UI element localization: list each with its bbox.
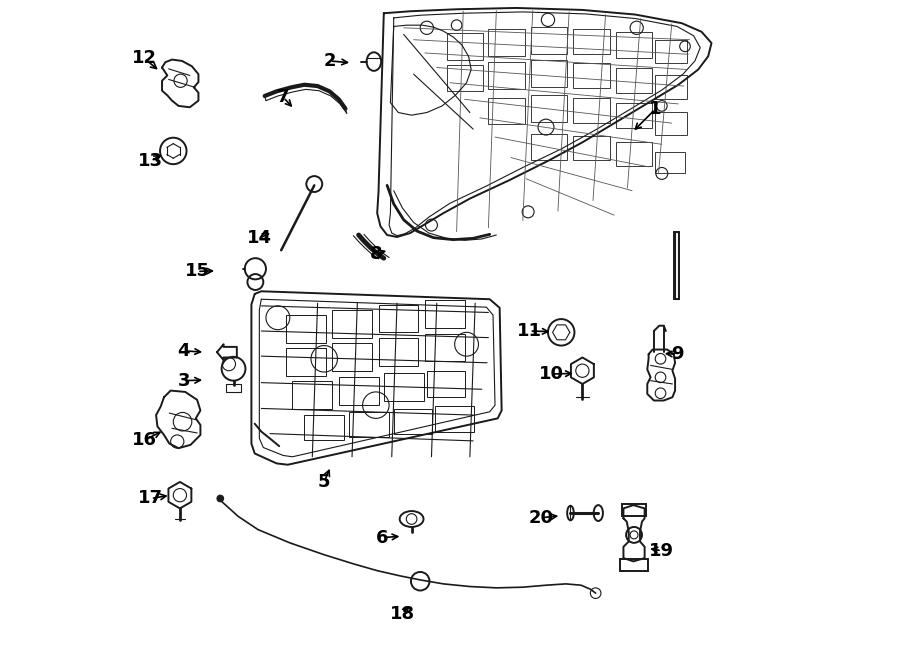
Bar	[379, 338, 418, 366]
Text: 3: 3	[177, 371, 190, 390]
Bar	[573, 29, 609, 54]
Text: 8: 8	[370, 244, 382, 263]
Bar	[616, 68, 652, 93]
Bar	[332, 343, 372, 371]
Text: 1: 1	[649, 100, 662, 118]
Text: 4: 4	[177, 342, 190, 360]
Text: 12: 12	[131, 49, 157, 68]
Bar	[286, 315, 326, 343]
Bar	[655, 75, 687, 99]
Text: 7: 7	[277, 88, 290, 107]
Bar	[622, 504, 646, 516]
Bar	[489, 98, 525, 124]
Bar	[531, 134, 567, 160]
Bar	[489, 29, 525, 56]
Bar	[332, 310, 372, 338]
Bar	[531, 27, 567, 54]
Circle shape	[217, 495, 223, 502]
Text: 11: 11	[517, 322, 542, 340]
Bar	[425, 300, 464, 328]
Text: 10: 10	[539, 365, 563, 383]
Bar	[427, 371, 465, 397]
Bar	[349, 412, 389, 437]
Text: 15: 15	[184, 262, 210, 281]
Text: 9: 9	[670, 345, 683, 363]
Bar	[655, 112, 687, 135]
Text: 18: 18	[390, 604, 415, 623]
Text: 5: 5	[318, 473, 330, 491]
Text: 6: 6	[376, 528, 389, 547]
Bar	[383, 373, 424, 401]
Text: 2: 2	[323, 52, 336, 70]
Bar	[620, 559, 648, 571]
Bar	[425, 334, 464, 361]
Text: 20: 20	[529, 508, 554, 527]
Bar	[286, 348, 326, 376]
Bar	[573, 136, 609, 160]
Bar	[436, 406, 473, 432]
Text: 16: 16	[131, 431, 157, 449]
Bar	[531, 60, 567, 87]
Bar	[616, 142, 652, 166]
Bar	[616, 32, 652, 58]
Bar	[573, 63, 609, 88]
Bar	[226, 384, 241, 392]
Text: 17: 17	[139, 489, 163, 508]
Text: 13: 13	[139, 152, 163, 170]
Text: 14: 14	[247, 229, 272, 248]
Bar	[379, 305, 418, 332]
Bar	[616, 103, 652, 128]
Bar	[304, 415, 344, 440]
Bar	[446, 33, 483, 60]
Bar	[573, 98, 609, 123]
Bar	[393, 409, 432, 434]
Bar	[292, 381, 332, 409]
Bar	[655, 152, 685, 173]
Bar	[446, 65, 483, 91]
Bar	[674, 232, 680, 299]
Bar	[338, 377, 379, 405]
Bar	[531, 95, 567, 122]
Text: 19: 19	[649, 542, 674, 560]
Bar	[655, 40, 687, 63]
Bar	[489, 62, 525, 89]
